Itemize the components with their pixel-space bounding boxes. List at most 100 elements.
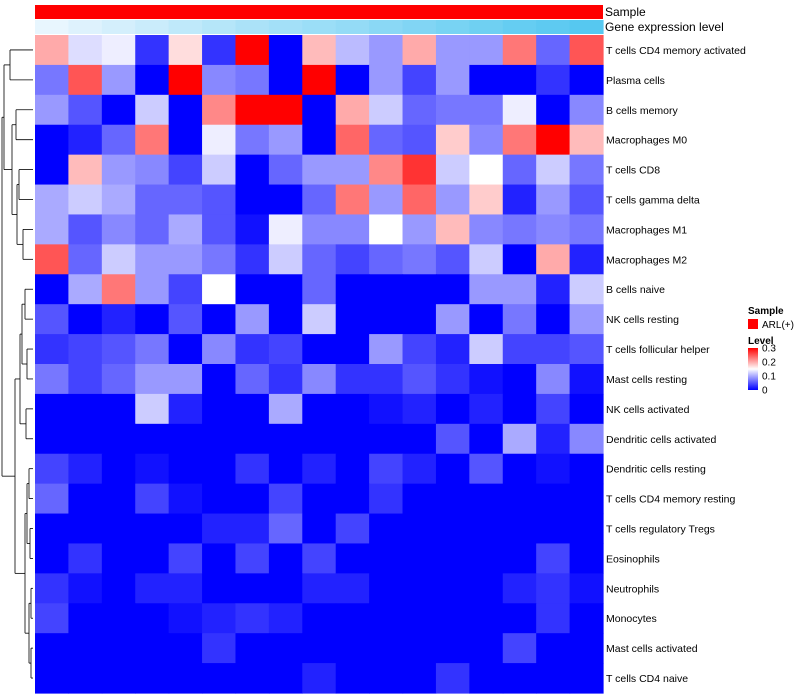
row-label: T cells CD4 memory resting [606, 494, 735, 506]
heatmap-cell [135, 274, 170, 305]
heatmap-cell [502, 513, 537, 545]
heatmap-cell [135, 244, 170, 275]
annotation-level-cell [268, 20, 303, 34]
heatmap-cell [235, 94, 270, 126]
heatmap-cell [35, 154, 70, 186]
heatmap-cell [502, 244, 537, 275]
heatmap-cell [502, 573, 537, 604]
heatmap-cell [302, 393, 337, 425]
heatmap-cell [268, 453, 303, 485]
heatmap-cell [101, 334, 136, 365]
heatmap-cell [68, 154, 103, 186]
heatmap-cell [235, 64, 270, 96]
heatmap-cell [469, 453, 504, 485]
heatmap-cell [302, 64, 337, 96]
heatmap-cell [369, 334, 404, 365]
heatmap-cell [335, 244, 370, 275]
heatmap-cell [569, 334, 604, 365]
heatmap-cell [135, 364, 170, 395]
heatmap-cell [202, 573, 237, 604]
heatmap-cell [569, 64, 604, 96]
heatmap-cell [402, 64, 437, 96]
heatmap-cell [569, 244, 604, 275]
heatmap-cell [168, 124, 203, 156]
heatmap-cell [302, 513, 337, 545]
annotation-level-cell [235, 20, 270, 34]
heatmap-cell [235, 154, 270, 186]
heatmap-cell [469, 603, 504, 634]
heatmap-cell [536, 304, 571, 335]
row-label: Dendritic cells activated [606, 434, 716, 446]
heatmap-cell [202, 35, 237, 66]
heatmap-cell [435, 423, 470, 455]
heatmap-cell [168, 573, 203, 604]
heatmap-cell [536, 453, 571, 485]
heatmap-cell [202, 154, 237, 186]
heatmap-cell [369, 184, 404, 216]
heatmap-cell [268, 334, 303, 365]
heatmap-cell [235, 393, 270, 425]
heatmap-cell [469, 513, 504, 545]
heatmap-cell [302, 453, 337, 485]
heatmap-cell [536, 274, 571, 305]
heatmap-cell [168, 423, 203, 455]
heatmap-cell [402, 633, 437, 664]
heatmap-cell [335, 64, 370, 96]
heatmap-cell [202, 334, 237, 365]
heatmap-cell [68, 423, 103, 455]
annotation-level-cell [335, 20, 370, 34]
heatmap-cell [569, 423, 604, 455]
annotation-level-cell [101, 20, 136, 34]
row-label: Eosinophils [606, 553, 660, 565]
heatmap-cell [268, 184, 303, 216]
heatmap-cell [435, 35, 470, 66]
heatmap-cell [235, 244, 270, 275]
heatmap-cell [268, 513, 303, 545]
heatmap-cell [302, 543, 337, 574]
heatmap-cell [469, 94, 504, 126]
heatmap-cell [68, 94, 103, 126]
heatmap-cell [569, 543, 604, 574]
heatmap-cell [135, 453, 170, 485]
row-label: Mast cells resting [606, 374, 687, 386]
heatmap-cell [202, 244, 237, 275]
annotation-level-cell [168, 20, 203, 34]
row-label: T cells regulatory Tregs [606, 524, 715, 536]
heatmap-cell [402, 244, 437, 275]
heatmap-cell [435, 64, 470, 96]
heatmap-cell [435, 603, 470, 634]
heatmap-cell [435, 94, 470, 126]
heatmap-cell [35, 633, 70, 664]
heatmap-cell [402, 184, 437, 216]
row-label: NK cells resting [606, 314, 679, 326]
heatmap-cell [369, 124, 404, 156]
heatmap-cell [569, 453, 604, 485]
heatmap-cell [35, 573, 70, 604]
heatmap-cell [135, 393, 170, 425]
heatmap-cell [68, 304, 103, 335]
heatmap-cell [402, 274, 437, 305]
row-label: Dendritic cells resting [606, 464, 706, 476]
heatmap-cell [235, 364, 270, 395]
heatmap-cell [469, 633, 504, 664]
heatmap-cell [202, 214, 237, 245]
heatmap-cell [302, 364, 337, 395]
row-dendrogram [1, 49, 33, 679]
heatmap-cell [35, 64, 70, 96]
heatmap-cell [268, 573, 303, 604]
heatmap-cell [536, 603, 571, 634]
annotation-level-cell [402, 20, 437, 34]
heatmap-cell [569, 603, 604, 634]
heatmap-cell [502, 393, 537, 425]
heatmap-cell [502, 184, 537, 216]
legend-sample-swatch [748, 319, 758, 329]
heatmap-cell [35, 35, 70, 66]
heatmap-cell [536, 393, 571, 425]
heatmap-cell [35, 94, 70, 126]
heatmap-cell [335, 663, 370, 694]
heatmap-cell [369, 364, 404, 395]
heatmap-cell [35, 663, 70, 694]
heatmap-cell [569, 663, 604, 694]
heatmap-cell [101, 364, 136, 395]
heatmap-cell [202, 304, 237, 335]
